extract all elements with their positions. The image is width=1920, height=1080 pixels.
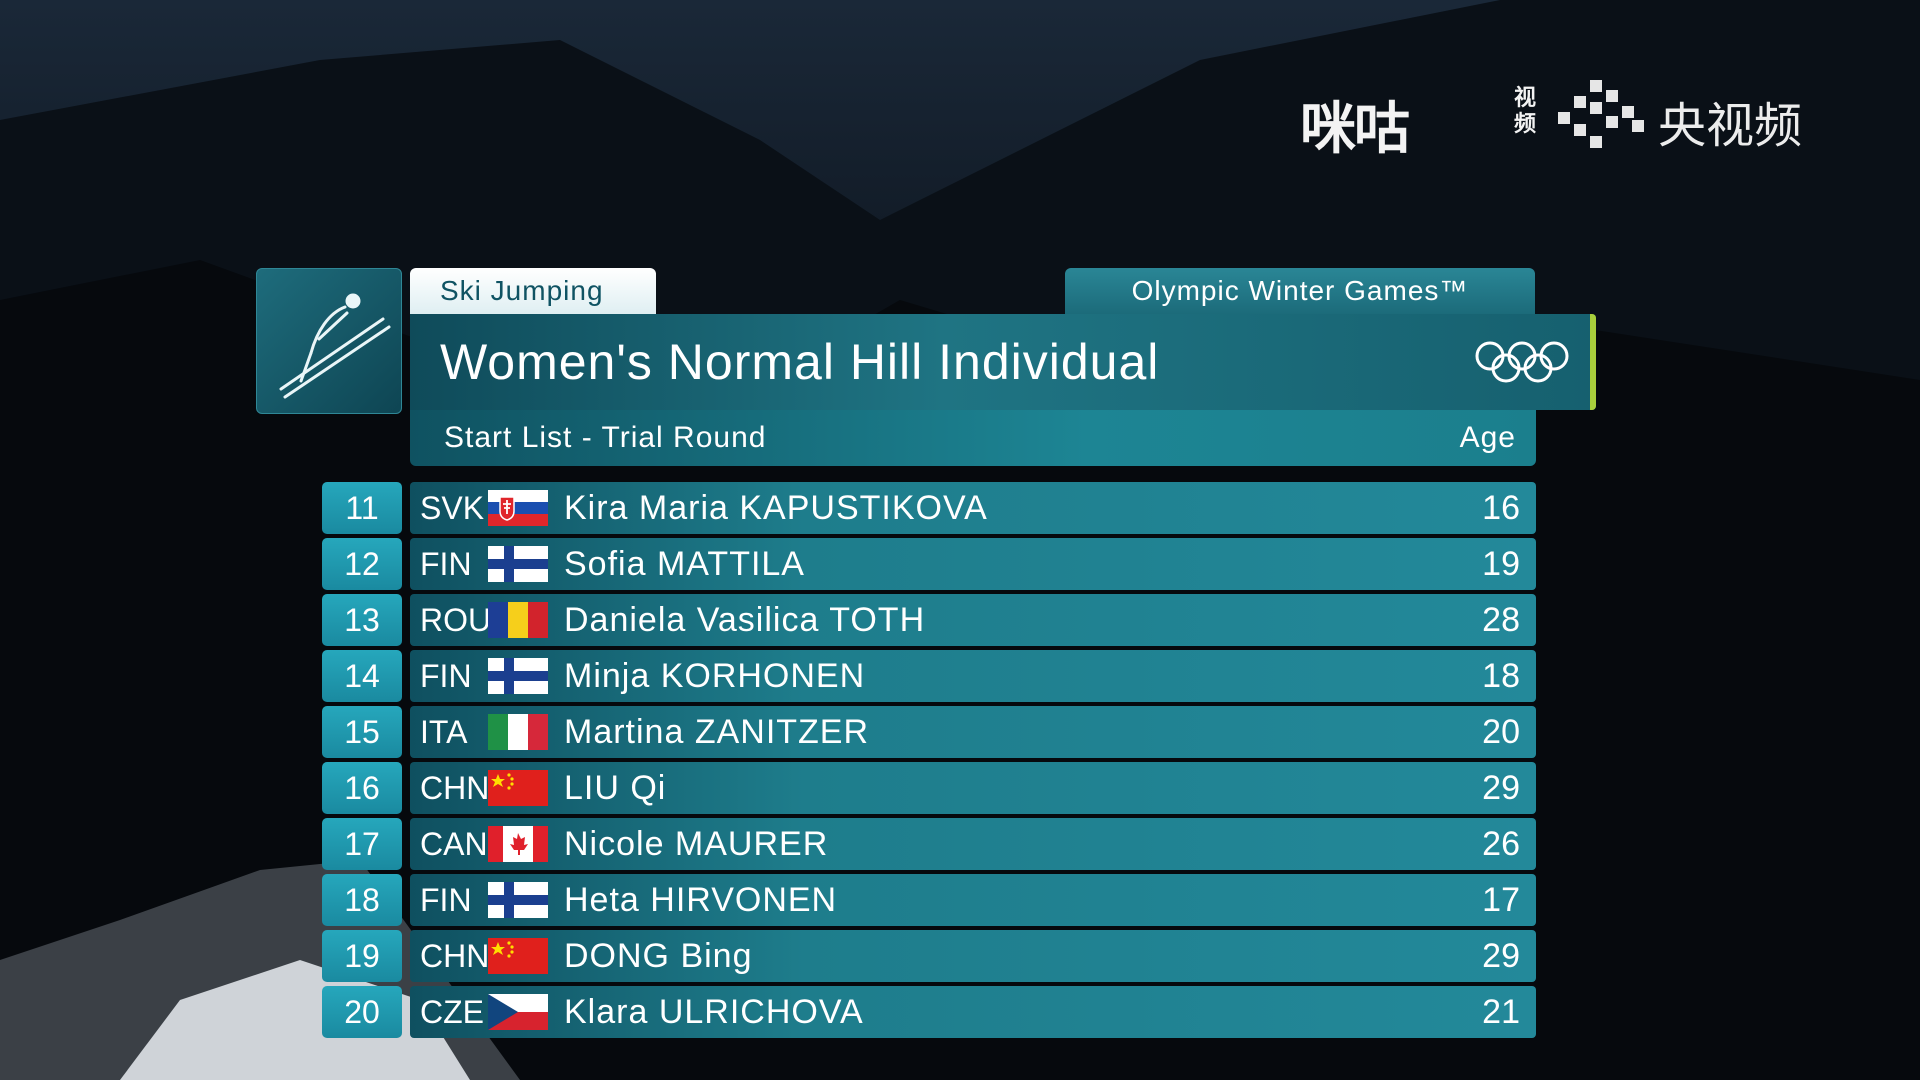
bib-number: 15 bbox=[322, 706, 402, 758]
bib-number: 20 bbox=[322, 986, 402, 1038]
athlete-age: 16 bbox=[1482, 489, 1520, 527]
athlete-row: 18 FIN Heta HIRVONEN 17 bbox=[322, 874, 1538, 926]
athlete-bar: SVK Kira Maria KAPUSTIKOVA 16 bbox=[410, 482, 1536, 534]
athlete-name: Heta HIRVONEN bbox=[564, 881, 838, 919]
start-list: 11 SVK Kira Maria KAPUSTIKOVA 16 12 FIN … bbox=[322, 482, 1538, 1042]
athlete-row: 16 CHN LIU Qi 29 bbox=[322, 762, 1538, 814]
athlete-age: 29 bbox=[1482, 769, 1520, 807]
fin-flag-icon bbox=[488, 882, 548, 918]
athlete-row: 15 ITA Martina ZANITZER 20 bbox=[322, 706, 1538, 758]
athlete-bar: FIN Heta HIRVONEN 17 bbox=[410, 874, 1536, 926]
rou-flag-icon bbox=[488, 602, 548, 638]
bib-number: 17 bbox=[322, 818, 402, 870]
athlete-bar: CZE Klara ULRICHOVA 21 bbox=[410, 986, 1536, 1038]
athlete-name: Daniela Vasilica TOTH bbox=[564, 601, 926, 639]
athlete-bar: CHN DONG Bing 29 bbox=[410, 930, 1536, 982]
title-accent-stripe bbox=[1590, 314, 1596, 410]
nation-code: FIN bbox=[420, 882, 472, 918]
games-tab: Olympic Winter Games™ bbox=[1065, 268, 1535, 314]
ita-flag-icon bbox=[488, 714, 548, 750]
can-flag-icon bbox=[488, 826, 548, 862]
list-header-bar: Start List - Trial Round Age bbox=[410, 410, 1536, 466]
cctv-video-logo-text: 央视频 bbox=[1658, 98, 1803, 154]
nation-code: CHN bbox=[420, 938, 490, 974]
athlete-age: 18 bbox=[1482, 657, 1520, 695]
migu-logo: 咪咕 bbox=[1300, 97, 1410, 162]
event-title: Women's Normal Hill Individual bbox=[440, 334, 1160, 390]
nation-code: CHN bbox=[420, 770, 490, 806]
athlete-row: 19 CHN DONG Bing 29 bbox=[322, 930, 1538, 982]
bib-number: 13 bbox=[322, 594, 402, 646]
chn-flag-icon bbox=[488, 770, 548, 806]
athlete-row: 20 CZE Klara ULRICHOVA 21 bbox=[322, 986, 1538, 1038]
nation-code: SVK bbox=[420, 490, 485, 526]
bib-number: 16 bbox=[322, 762, 402, 814]
cctv-video-logo-icon bbox=[1558, 80, 1644, 148]
athlete-name: LIU Qi bbox=[564, 769, 667, 807]
cze-flag-icon bbox=[488, 994, 548, 1030]
athlete-age: 21 bbox=[1482, 993, 1520, 1031]
age-column-label: Age bbox=[1459, 421, 1516, 454]
bib-number: 14 bbox=[322, 650, 402, 702]
athlete-row: 11 SVK Kira Maria KAPUSTIKOVA 16 bbox=[322, 482, 1538, 534]
sport-tab: Ski Jumping bbox=[410, 268, 656, 314]
bib-number: 19 bbox=[322, 930, 402, 982]
nation-code: ITA bbox=[420, 714, 468, 750]
nation-code: FIN bbox=[420, 546, 472, 582]
athlete-age: 17 bbox=[1482, 881, 1520, 919]
athlete-bar: CAN Nicole MAURER 26 bbox=[410, 818, 1536, 870]
olympic-rings-icon bbox=[1475, 341, 1569, 383]
event-title-bar: Women's Normal Hill Individual bbox=[410, 314, 1596, 410]
bib-number: 12 bbox=[322, 538, 402, 590]
athlete-bar: CHN LIU Qi 29 bbox=[410, 762, 1536, 814]
athlete-name: DONG Bing bbox=[564, 937, 753, 975]
bib-number: 18 bbox=[322, 874, 402, 926]
athlete-bar: FIN Minja KORHONEN 18 bbox=[410, 650, 1536, 702]
athlete-age: 20 bbox=[1482, 713, 1520, 751]
ski-jumper-icon bbox=[279, 293, 391, 399]
athlete-name: Nicole MAURER bbox=[564, 825, 829, 863]
nation-code: CAN bbox=[420, 826, 488, 862]
migu-logo-sub: 视频 bbox=[1514, 86, 1537, 137]
list-title: Start List - Trial Round bbox=[444, 421, 767, 454]
bib-number: 11 bbox=[322, 482, 402, 534]
chn-flag-icon bbox=[488, 938, 548, 974]
athlete-age: 19 bbox=[1482, 545, 1520, 583]
athlete-row: 13 ROU Daniela Vasilica TOTH 28 bbox=[322, 594, 1538, 646]
nation-code: FIN bbox=[420, 658, 472, 694]
athlete-bar: ITA Martina ZANITZER 20 bbox=[410, 706, 1536, 758]
athlete-name: Minja KORHONEN bbox=[564, 657, 866, 695]
athlete-name: Martina ZANITZER bbox=[564, 713, 870, 751]
ski-jumping-pictogram bbox=[256, 268, 402, 414]
fin-flag-icon bbox=[488, 658, 548, 694]
athlete-age: 26 bbox=[1482, 825, 1520, 863]
svk-flag-icon bbox=[488, 490, 548, 526]
athlete-age: 28 bbox=[1482, 601, 1520, 639]
nation-code: CZE bbox=[420, 994, 484, 1030]
athlete-name: Sofia MATTILA bbox=[564, 545, 805, 583]
athlete-row: 17 CAN Nicole MAURER 26 bbox=[322, 818, 1538, 870]
athlete-row: 14 FIN Minja KORHONEN 18 bbox=[322, 650, 1538, 702]
athlete-name: Kira Maria KAPUSTIKOVA bbox=[564, 489, 988, 527]
broadcaster-logos: 咪咕 视频 央视频 bbox=[1300, 80, 1820, 162]
nation-code: ROU bbox=[420, 602, 492, 638]
athlete-bar: FIN Sofia MATTILA 19 bbox=[410, 538, 1536, 590]
athlete-row: 12 FIN Sofia MATTILA 19 bbox=[322, 538, 1538, 590]
athlete-bar: ROU Daniela Vasilica TOTH 28 bbox=[410, 594, 1536, 646]
fin-flag-icon bbox=[488, 546, 548, 582]
athlete-name: Klara ULRICHOVA bbox=[564, 993, 864, 1031]
athlete-age: 29 bbox=[1482, 937, 1520, 975]
